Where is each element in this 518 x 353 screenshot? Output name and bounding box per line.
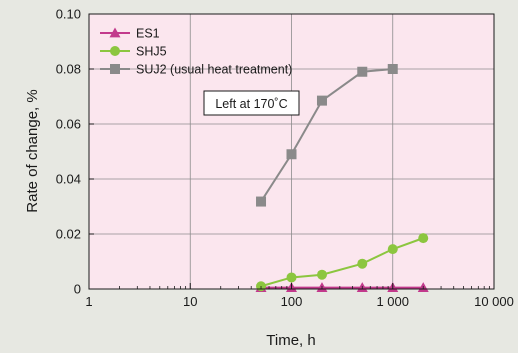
y-tick-label: 0.08 [56, 62, 81, 77]
x-tick-label: 10 [183, 294, 197, 309]
data-point-shj5 [316, 269, 327, 280]
legend-marker-suj2 [110, 64, 120, 74]
y-tick-label: 0.10 [56, 7, 81, 22]
data-point-suj2 [256, 196, 267, 207]
y-tick-label: 0 [74, 282, 81, 297]
data-point-suj2 [387, 64, 398, 74]
data-point-suj2 [357, 66, 368, 77]
y-tick-label: 0.04 [56, 172, 81, 187]
legend-item-shj5: SHJ5 [100, 45, 167, 59]
legend: ES1 SHJ5 SUJ2 (usual heat treatment) [100, 27, 292, 77]
legend-marker-shj5 [110, 46, 120, 56]
legend-label: ES1 [136, 27, 160, 41]
legend-item-suj2: SUJ2 (usual heat treatment) [100, 63, 292, 77]
x-tick-label: 100 [281, 294, 303, 309]
annotation-box [203, 90, 300, 116]
legend-label: SUJ2 (usual heat treatment) [136, 63, 292, 77]
x-axis-title: Time, h [266, 332, 315, 349]
legend-marker-es1 [109, 27, 121, 38]
annotation-text: Left at 170˚C [215, 97, 287, 111]
x-tick-label: 1 000 [376, 294, 409, 309]
data-point-suj2 [316, 95, 327, 106]
y-tick-label: 0.06 [56, 117, 81, 132]
y-tick-label: 0.02 [56, 227, 81, 242]
series-suj2 [256, 64, 398, 207]
y-axis-title: Rate of change, % [24, 89, 41, 212]
axis-ticks: 0 0.02 0.04 0.06 0.08 0.10 1 10 100 1 000 10 000 [56, 7, 514, 310]
data-point-shj5 [387, 244, 398, 255]
data-point-shj5 [418, 233, 429, 244]
data-point-shj5 [357, 258, 368, 269]
data-point-shj5 [286, 272, 297, 283]
legend-item-es1: ES1 [100, 27, 160, 41]
x-tick-label: 1 [85, 294, 92, 309]
x-tick-label: 10 000 [474, 294, 514, 309]
series-line-shj5 [260, 237, 424, 288]
annotation: Left at 170˚C [203, 90, 300, 116]
legend-label: SHJ5 [136, 45, 167, 59]
data-point-suj2 [286, 149, 297, 160]
